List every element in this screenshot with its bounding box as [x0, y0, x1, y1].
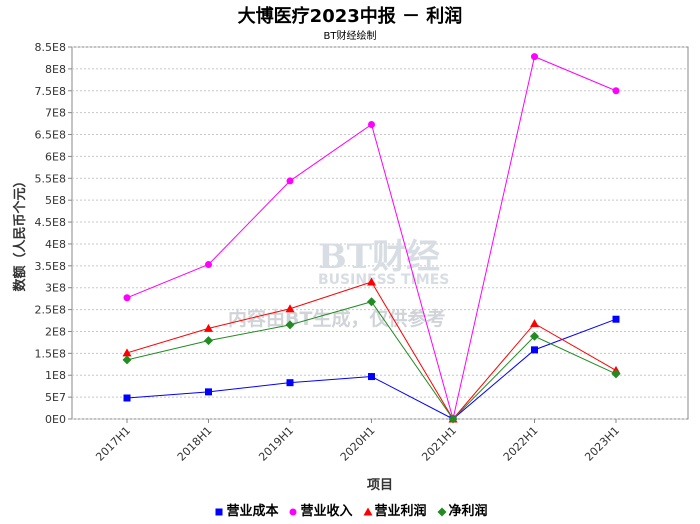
- x-tick-label: 2020H1: [338, 424, 378, 464]
- watermark-brand: BT财经: [318, 237, 440, 277]
- data-point: [205, 261, 212, 269]
- legend-marker: [363, 507, 372, 515]
- y-tick-label: 1.5E8: [35, 347, 66, 360]
- y-tick-label: 0E0: [45, 413, 66, 426]
- legend-marker: [437, 507, 447, 516]
- data-point: [286, 177, 294, 185]
- legend-marker: [215, 508, 223, 515]
- series-triangle: [122, 277, 621, 423]
- y-tick-label: 2E8: [45, 325, 66, 338]
- series-circle: [123, 53, 620, 423]
- data-point: [530, 319, 539, 328]
- data-point: [531, 346, 538, 354]
- y-tick-label: 4E8: [45, 238, 66, 251]
- x-tick-label: 2023H1: [582, 424, 622, 464]
- legend-marker-shape: [215, 508, 223, 515]
- data-point: [122, 355, 132, 365]
- legend-label: 营业利润: [374, 504, 427, 519]
- y-axis-ticks: 0E0 5E7 1E8 1.5E8 2E8 2.5E8 3E8 3.5E8 4E8 4.5E8 5E…: [35, 41, 72, 426]
- x-tick-label: 2018H1: [175, 424, 215, 464]
- data-point: [204, 323, 213, 332]
- legend-item: 营业收入: [286, 500, 353, 519]
- y-tick-label: 3E8: [45, 282, 66, 295]
- watermark-brand-en: BUSINESS TIMES: [318, 272, 449, 288]
- y-tick-label: 5E8: [45, 194, 66, 207]
- data-point: [367, 297, 376, 307]
- data-point: [531, 53, 538, 61]
- y-tick-label: 6.5E8: [35, 129, 66, 142]
- data-point: [612, 87, 620, 95]
- data-point: [205, 388, 212, 396]
- x-tick-label: 2022H1: [501, 424, 541, 464]
- y-tick-label: 4.5E8: [35, 216, 66, 229]
- x-axis-title: 项目: [367, 478, 393, 493]
- y-tick-label: 7.5E8: [35, 85, 66, 98]
- data-point: [122, 348, 132, 357]
- x-tick-label: 2021H1: [419, 424, 459, 464]
- data-point: [368, 373, 375, 381]
- data-point: [123, 394, 131, 402]
- y-tick-label: 1E8: [45, 369, 66, 382]
- watermark: BT财经 BUSINESS TIMES 内容由BT生成，仅供参考: [228, 237, 449, 330]
- y-tick-label: 5.5E8: [35, 172, 66, 185]
- data-point: [286, 379, 294, 387]
- data-point: [612, 315, 620, 323]
- legend-label: 净利润: [448, 504, 488, 519]
- x-axis-ticks: 2017H1 2018H1 2019H1 2020H1 2021H1 2022H1 2023…: [93, 419, 622, 464]
- chart-title: 大博医疗2023中报 － 利润: [237, 6, 463, 27]
- data-point: [285, 320, 295, 330]
- watermark-notice: 内容由BT生成，仅供参考: [228, 307, 445, 330]
- x-tick-label: 2017H1: [93, 424, 133, 464]
- data-point: [448, 414, 458, 424]
- legend-label: 营业收入: [300, 504, 353, 519]
- legend-label: 营业成本: [226, 504, 279, 519]
- data-point: [611, 369, 621, 379]
- legend-marker-shape: [289, 508, 297, 515]
- data-point: [204, 336, 213, 346]
- legend-marker-shape: [363, 507, 372, 515]
- y-tick-label: 8E8: [45, 63, 66, 76]
- legend-item: 营业成本: [212, 500, 278, 519]
- x-tick-label: 2019H1: [256, 424, 296, 464]
- line-chart: BT财经 BUSINESS TIMES 内容由BT生成，仅供参考 0E0 5E7 1…: [12, 41, 689, 493]
- chart-subtitle: BT财经绘制: [323, 31, 377, 42]
- y-tick-label: 3.5E8: [35, 260, 66, 273]
- legend-marker: [289, 508, 297, 515]
- data-point: [530, 331, 539, 341]
- data-point: [285, 304, 295, 313]
- y-tick-label: 8.5E8: [35, 41, 66, 54]
- legend: 营业成本 营业收入 营业利润 净利润: [0, 500, 700, 519]
- legend-item: 营业利润: [361, 500, 427, 519]
- series-layer: [122, 53, 621, 424]
- y-tick-label: 5E7: [45, 391, 66, 404]
- y-tick-label: 6E8: [45, 150, 66, 163]
- data-point: [368, 120, 375, 128]
- series-diamond: [122, 297, 621, 424]
- y-tick-label: 7E8: [45, 107, 66, 120]
- data-point: [367, 277, 376, 286]
- y-axis-title: 数额（人民币个元）: [12, 174, 28, 291]
- legend-item: 净利润: [435, 500, 488, 519]
- y-tick-label: 2.5E8: [35, 304, 66, 317]
- legend-marker-shape: [437, 507, 447, 516]
- plot-area: [71, 46, 689, 420]
- data-point: [123, 294, 131, 302]
